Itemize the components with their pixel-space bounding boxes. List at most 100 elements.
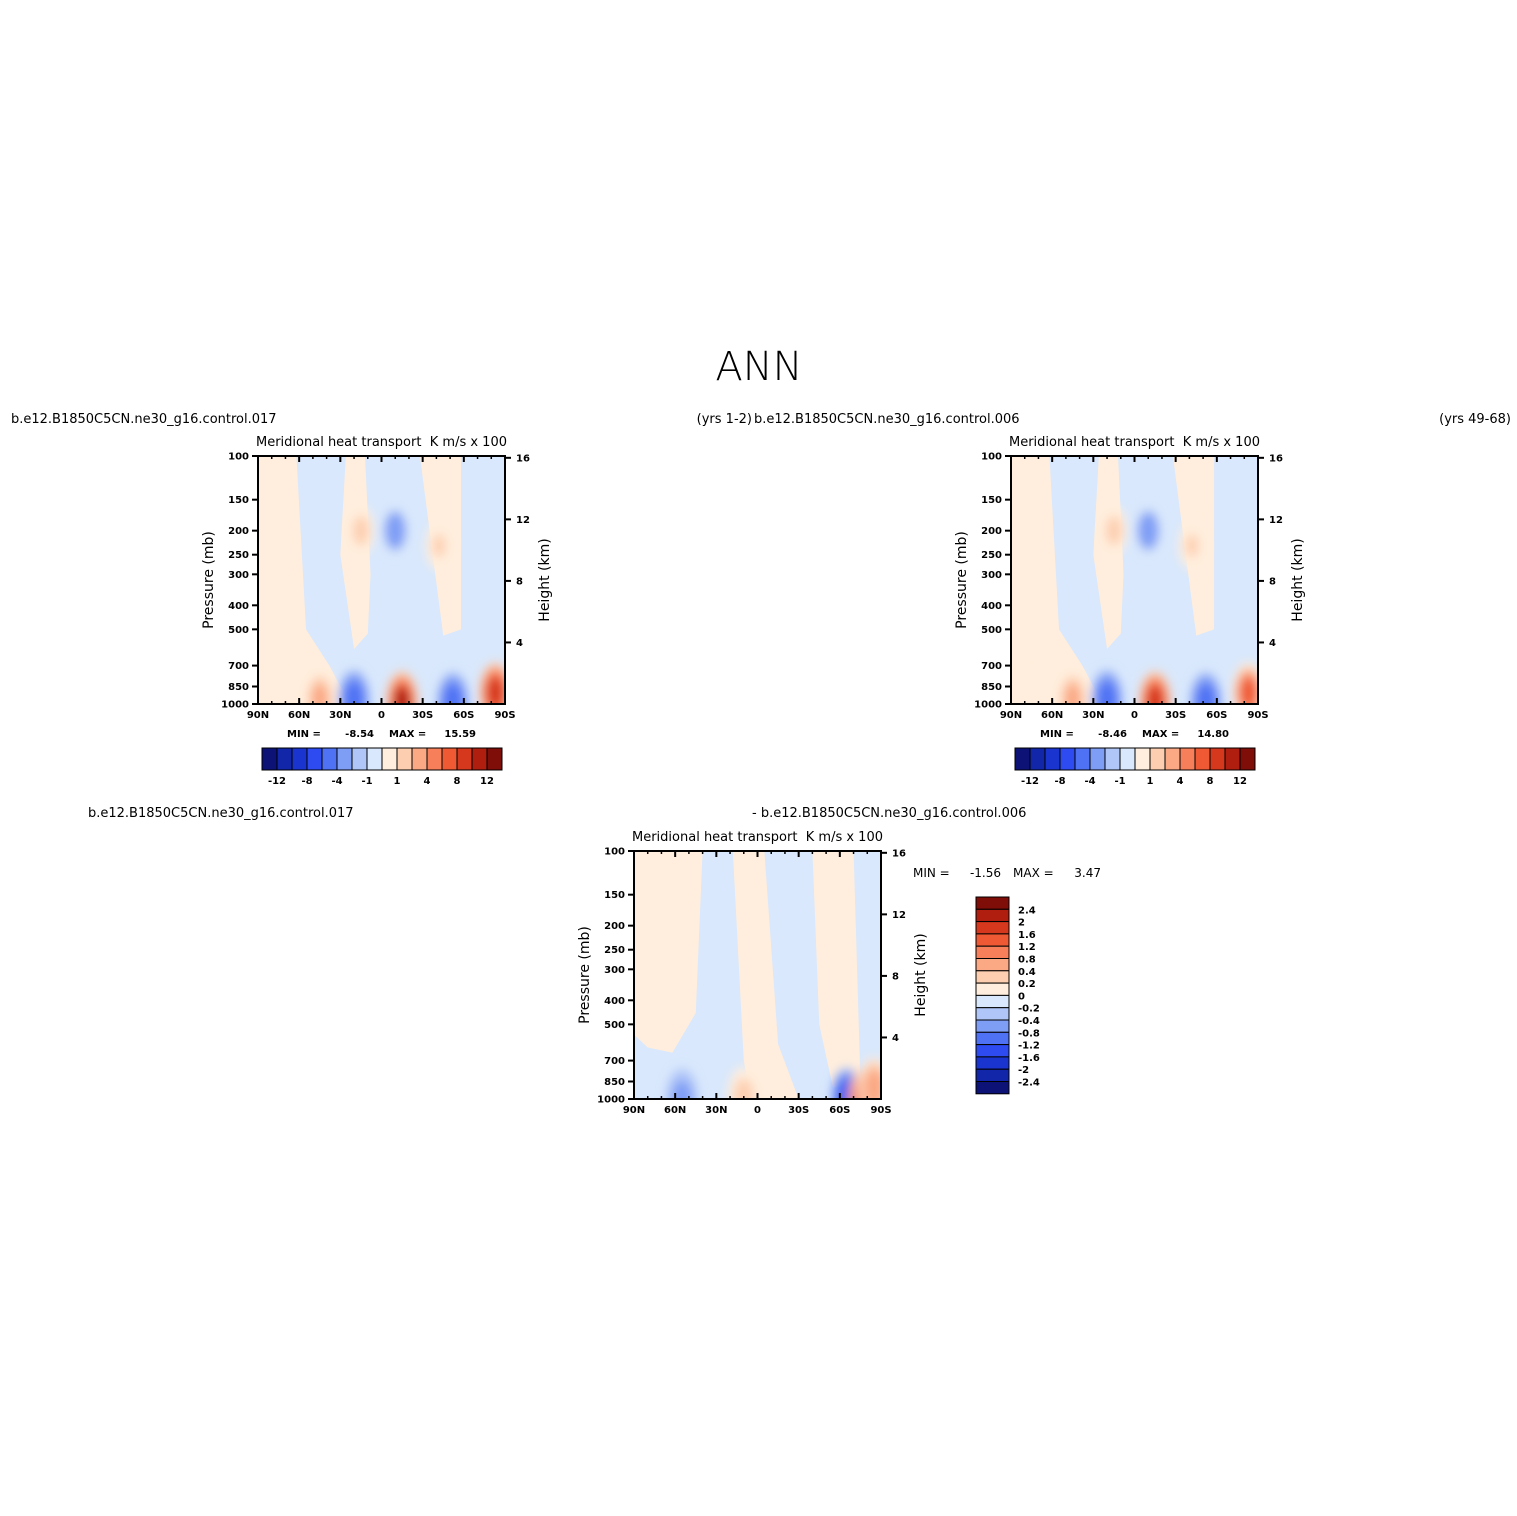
y-tick-label: 500 bbox=[228, 625, 249, 636]
x-tick-label: 30S bbox=[412, 710, 433, 721]
y-tick-label: 1000 bbox=[597, 1095, 625, 1106]
colorbar-label: -1 bbox=[361, 776, 372, 787]
colorbar-label: 1 bbox=[1147, 776, 1154, 787]
colorbar-swatch bbox=[975, 1044, 1010, 1058]
colorbar-label: 1.6 bbox=[1018, 930, 1036, 941]
y-tick-label: 100 bbox=[981, 452, 1002, 463]
colorbar-label: -2 bbox=[1018, 1065, 1029, 1076]
contour-feature-8-level-5 bbox=[388, 519, 402, 543]
panel-3-units: K m/s x 100 bbox=[806, 830, 883, 845]
y-tick-label: 850 bbox=[228, 682, 249, 693]
panel-1-min-label: MIN = bbox=[287, 729, 321, 740]
colorbar-swatch bbox=[1044, 747, 1061, 771]
colorbar-label: 12 bbox=[1233, 776, 1247, 787]
x-tick-label: 30S bbox=[1165, 710, 1186, 721]
colorbar-label: -4 bbox=[1084, 776, 1095, 787]
colorbar-swatch bbox=[336, 747, 353, 771]
colorbar-swatch bbox=[396, 747, 413, 771]
y2-tick-label: 12 bbox=[516, 515, 530, 526]
colorbar-swatch bbox=[975, 1068, 1010, 1082]
colorbar-label: -0.2 bbox=[1018, 1004, 1040, 1015]
colorbar-swatch bbox=[261, 747, 278, 771]
y2-tick-label: 16 bbox=[516, 453, 530, 464]
y-tick-label: 700 bbox=[228, 661, 249, 672]
y-tick-label: 300 bbox=[981, 570, 1002, 581]
feature-layer bbox=[262, 506, 505, 704]
feature-layer bbox=[666, 1057, 881, 1099]
y-tick-label: 250 bbox=[228, 550, 249, 561]
colorbar-swatch bbox=[975, 945, 1010, 960]
panel-3: b.e12.B1850C5CN.ne30_g16.control.017 - b… bbox=[88, 806, 1101, 1117]
x-tick-label: 60S bbox=[453, 710, 474, 721]
colorbar-label: -1.2 bbox=[1018, 1041, 1040, 1052]
field-2 bbox=[1011, 456, 1258, 704]
colorbar-label: -8 bbox=[1054, 776, 1065, 787]
colorbar-label: -0.8 bbox=[1018, 1028, 1040, 1039]
x-tick-label: 30N bbox=[705, 1105, 727, 1116]
positive-band-sh bbox=[812, 851, 861, 1088]
colorbar-label: 2 bbox=[1018, 918, 1025, 929]
y2-tick-label: 8 bbox=[892, 971, 899, 982]
y2-tick-label: 8 bbox=[516, 576, 523, 587]
colorbar-label: 1.2 bbox=[1018, 942, 1036, 953]
panel-1-case-label: b.e12.B1850C5CN.ne30_g16.control.017 bbox=[11, 412, 277, 427]
x-tick-label: 90S bbox=[870, 1105, 891, 1116]
colorbar-label: 12 bbox=[480, 776, 494, 787]
positive-band-upper bbox=[1093, 456, 1124, 649]
panel-2-years-label: (yrs 49-68) bbox=[1439, 412, 1511, 427]
x-tick-label: 60S bbox=[829, 1105, 850, 1116]
y2-tick-label: 12 bbox=[1269, 515, 1283, 526]
panel-3-plot: 90N 60N 30N 0 30S 60S 90S 100 150 200 250 300 400 500… bbox=[577, 847, 929, 1117]
y-tick-label: 400 bbox=[228, 601, 249, 612]
y-tick-label: 700 bbox=[604, 1056, 625, 1067]
colorbar-label: -4 bbox=[331, 776, 342, 787]
colorbar-swatch bbox=[276, 747, 293, 771]
colorbar-swatch bbox=[975, 1081, 1010, 1095]
y2-axis-title: Height (km) bbox=[913, 933, 929, 1016]
colorbar-swatch bbox=[1149, 747, 1166, 771]
y-tick-label: 200 bbox=[981, 526, 1002, 537]
colorbar-swatch bbox=[1029, 747, 1046, 771]
colorbar-swatch bbox=[471, 747, 488, 771]
colorbar-swatch bbox=[1134, 747, 1151, 771]
contour-feature-1-level-5 bbox=[674, 1084, 690, 1099]
panel-1-max-value: 15.59 bbox=[444, 729, 476, 740]
y-tick-label: 100 bbox=[228, 452, 249, 463]
colorbar-label: 1 bbox=[394, 776, 401, 787]
y-tick-label: 150 bbox=[604, 890, 625, 901]
y-tick-label: 400 bbox=[981, 601, 1002, 612]
x-tick-label: 60S bbox=[1206, 710, 1227, 721]
contour-feature-3-level-5 bbox=[1099, 685, 1115, 704]
y-axis-title: Pressure (mb) bbox=[201, 531, 217, 629]
colorbar-label: -1.6 bbox=[1018, 1053, 1040, 1064]
x-tick-label: 90N bbox=[623, 1105, 645, 1116]
x-tick-label: 30S bbox=[788, 1105, 809, 1116]
panel-3-max-label: MAX = bbox=[1013, 866, 1054, 880]
colorbar-swatch bbox=[411, 747, 428, 771]
page-title: ANN bbox=[715, 344, 802, 390]
colorbar-label: -2.4 bbox=[1018, 1078, 1040, 1089]
colorbar-label: 0.4 bbox=[1018, 967, 1036, 978]
y2-tick-label: 16 bbox=[892, 848, 906, 859]
colorbar-label: 8 bbox=[1207, 776, 1214, 787]
panel-2-min-label: MIN = bbox=[1040, 729, 1074, 740]
colorbar-swatch bbox=[1224, 747, 1241, 771]
colorbar-label: 8 bbox=[454, 776, 461, 787]
x-tick-label: 0 bbox=[1131, 710, 1138, 721]
panel-2-min-value: -8.46 bbox=[1098, 729, 1127, 740]
colorbar-label: -0.4 bbox=[1018, 1016, 1040, 1027]
feature-layer bbox=[1015, 506, 1258, 704]
y-tick-label: 500 bbox=[604, 1020, 625, 1031]
colorbar-label: 4 bbox=[1177, 776, 1184, 787]
colorbar-swatch bbox=[1104, 747, 1121, 771]
colorbar-swatch bbox=[975, 908, 1010, 923]
contour-feature-9-level-5 bbox=[1185, 534, 1199, 558]
colorbar-swatch bbox=[1179, 747, 1196, 771]
x-tick-label: 30N bbox=[1082, 710, 1104, 721]
panel-1-colorbar: -12 -8 -4 -1 1 4 8 12 bbox=[261, 747, 503, 787]
field-1 bbox=[258, 456, 505, 704]
x-tick-label: 90N bbox=[247, 710, 269, 721]
panel-2-plot: 90N 60N 30N 0 30S 60S 90S 100 150 200 250 300 400 500… bbox=[954, 452, 1306, 722]
colorbar-swatch bbox=[975, 1007, 1010, 1021]
